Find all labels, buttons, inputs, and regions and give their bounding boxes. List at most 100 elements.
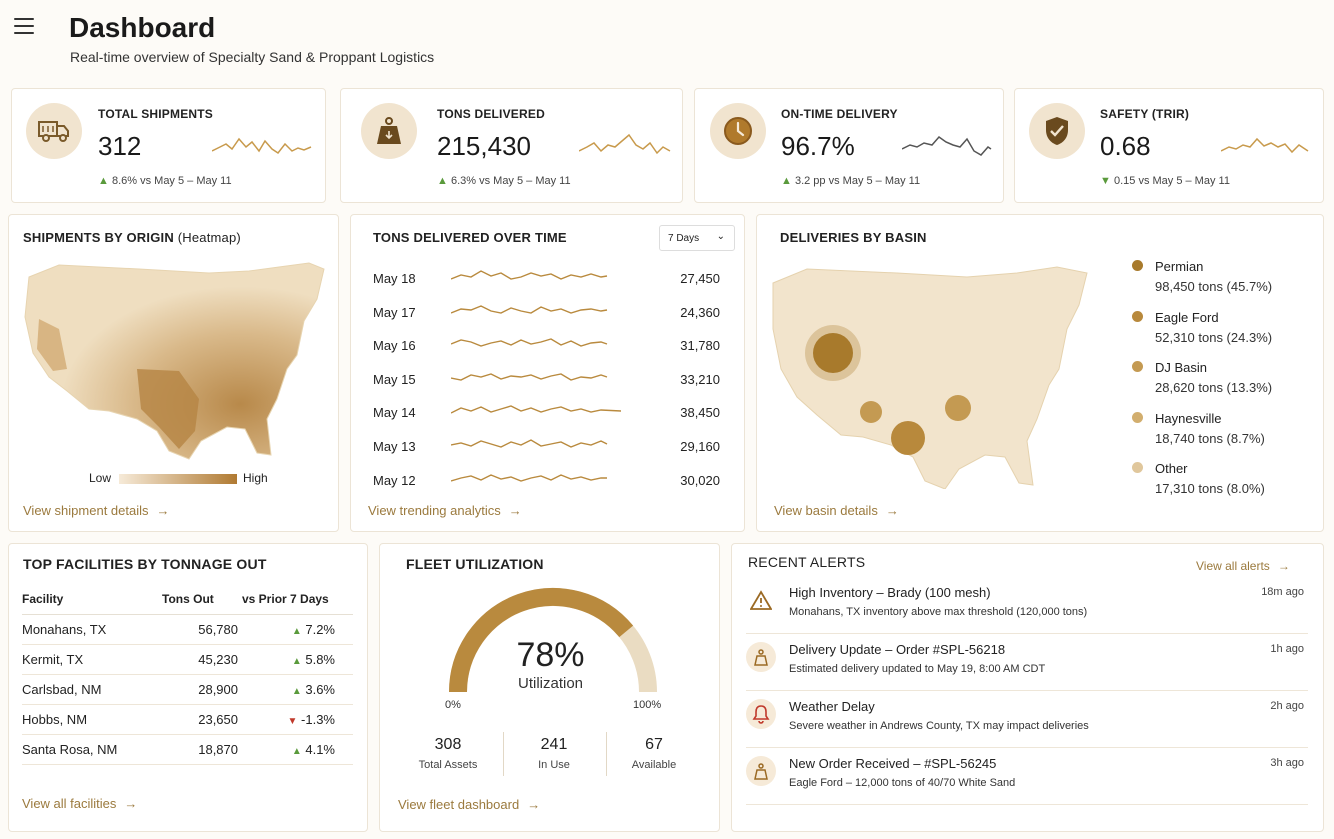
facility-name: Santa Rosa, NM: [22, 734, 162, 765]
alert-description: Monahans, TX inventory above max thresho…: [789, 606, 1088, 618]
view-trending-analytics-link[interactable]: View trending analytics →: [368, 503, 522, 518]
alert-description: Estimated delivery updated to May 19, 8:…: [789, 663, 1046, 675]
kpi-value: 96.7%: [781, 131, 855, 161]
kpi-delta: ▲ 6.3% vs May 5 – May 11: [437, 175, 571, 187]
gauge-min-label: 0%: [445, 699, 461, 711]
alert-time: 3h ago: [1270, 757, 1304, 769]
deliveries-by-basin-panel: DELIVERIES BY BASIN Permian 98,450 tons (…: [756, 214, 1324, 532]
hamburger-menu-icon[interactable]: [14, 18, 34, 39]
tons-row: May 18 27,450: [351, 270, 746, 291]
column-header: vs Prior 7 Days: [242, 584, 353, 615]
change-value: 5.8%: [305, 651, 335, 667]
basin-value: 18,740 tons (8.7%): [1155, 430, 1265, 446]
alert-description: Eagle Ford – 12,000 tons of 40/70 White …: [789, 777, 1016, 789]
tons-row: May 16 31,780: [351, 338, 746, 358]
row-value: 38,450: [680, 405, 720, 421]
alert-time: 2h ago: [1270, 700, 1304, 712]
arrow-right-icon: →: [156, 503, 170, 518]
weight-icon: [746, 756, 776, 786]
row-date: May 18: [373, 271, 416, 286]
facility-tons: 56,780: [162, 614, 242, 645]
kpi-value: 0.68: [1100, 131, 1151, 161]
basin-name: Haynesville: [1155, 410, 1222, 426]
facilities-table: Facility Tons Out vs Prior 7 Days Monaha…: [22, 584, 353, 765]
basin-name: DJ Basin: [1155, 360, 1208, 375]
sparkline: [212, 137, 312, 155]
kpi-value: 215,430: [437, 131, 531, 161]
basin-bubble-eagle-ford: [891, 421, 925, 455]
facility-tons: 18,870: [162, 734, 242, 765]
up-arrow-icon: ▲: [437, 175, 448, 187]
view-basin-details-link[interactable]: View basin details →: [774, 503, 899, 518]
row-value: 30,020: [680, 472, 720, 488]
section-title: TOP FACILITIES BY TONNAGE OUT: [23, 556, 267, 572]
view-shipment-details-link[interactable]: View shipment details →: [23, 503, 170, 518]
tons-row: May 14 38,450: [351, 405, 746, 425]
up-arrow-icon: ▲: [291, 745, 302, 757]
alert-item[interactable]: Delivery Update – Order #SPL-56218 Estima…: [746, 634, 1308, 691]
row-value: 24,360: [680, 304, 720, 320]
up-arrow-icon: ▲: [291, 655, 302, 667]
facility-tons: 23,650: [162, 704, 242, 735]
gauge-max-label: 100%: [633, 699, 662, 711]
basin-bubble-haynesville: [945, 395, 971, 421]
tons-row: May 12 30,020: [351, 473, 746, 493]
row-sparkline: [451, 304, 608, 314]
down-arrow-icon: ▼: [1100, 175, 1111, 187]
alert-item[interactable]: New Order Received – #SPL-56245 Eagle For…: [746, 748, 1308, 805]
arrow-right-icon: →: [527, 797, 541, 812]
row-sparkline: [451, 473, 607, 482]
kpi-label: TONS DELIVERED: [437, 107, 545, 121]
legend-dot-icon: [1132, 411, 1143, 423]
facility-name: Monahans, TX: [22, 614, 162, 645]
alert-item[interactable]: High Inventory – Brady (100 mesh) Monahan…: [746, 577, 1308, 634]
legend-dot-icon: [1132, 361, 1143, 372]
basin-value: 52,310 tons (24.3%): [1155, 329, 1273, 345]
table-row[interactable]: Carlsbad, NM 28,900 ▲ 3.6%: [22, 674, 353, 705]
row-date: May 14: [373, 405, 416, 421]
alert-title: New Order Received – #SPL-56245: [789, 756, 997, 771]
sparkline: [902, 135, 992, 156]
section-title: TONS DELIVERED OVER TIME: [373, 230, 567, 245]
tons-row: May 13 29,160: [351, 439, 746, 459]
legend-gradient-bar: [119, 474, 237, 484]
shield-check-icon: [1029, 103, 1085, 159]
arrow-right-icon: →: [885, 503, 899, 518]
facility-tons: 28,900: [162, 674, 242, 705]
basin-name: Permian: [1155, 259, 1204, 274]
tons-row: May 17 24,360: [351, 305, 746, 325]
basin-value: 17,310 tons (8.0%): [1155, 481, 1265, 496]
section-title: DELIVERIES BY BASIN: [780, 230, 927, 245]
change-value: 7.2%: [305, 621, 335, 637]
table-row[interactable]: Santa Rosa, NM 18,870 ▲ 4.1%: [22, 734, 353, 765]
facility-change: ▲ 5.8%: [242, 644, 353, 675]
table-row[interactable]: Hobbs, NM 23,650 ▼ -1.3%: [22, 704, 353, 735]
table-row[interactable]: Kermit, TX 45,230 ▲ 5.8%: [22, 644, 353, 675]
facility-name: Carlsbad, NM: [22, 674, 162, 705]
view-all-facilities-link[interactable]: View all facilities →: [22, 796, 138, 811]
change-value: 3.6%: [305, 681, 335, 697]
clock-icon: [710, 103, 766, 159]
row-date: May 16: [373, 338, 416, 354]
range-select-dropdown[interactable]: 7 Days ⌄: [659, 225, 735, 251]
view-fleet-dashboard-link[interactable]: View fleet dashboard →: [398, 797, 541, 812]
up-arrow-icon: ▲: [98, 175, 109, 187]
kpi-card-on-time-delivery: ON-TIME DELIVERY 96.7% ▲ 3.2 pp vs May 5…: [694, 88, 1004, 203]
row-date: May 17: [373, 304, 416, 320]
table-row[interactable]: Monahans, TX 56,780 ▲ 7.2%: [22, 614, 353, 645]
view-all-alerts-link[interactable]: View all alerts →: [1196, 559, 1290, 573]
facility-name: Hobbs, NM: [22, 704, 162, 735]
row-sparkline: [451, 405, 622, 415]
weight-icon: [361, 103, 417, 159]
legend-dot-icon: [1132, 310, 1143, 322]
us-heatmap: [24, 262, 325, 460]
facility-tons: 45,230: [162, 644, 242, 675]
row-sparkline: [451, 338, 608, 347]
kpi-label: SAFETY (TRIR): [1100, 107, 1190, 121]
kpi-delta: ▼ 0.15 vs May 5 – May 11: [1100, 175, 1230, 187]
legend-dot-icon: [1132, 260, 1143, 271]
up-arrow-icon: ▲: [781, 175, 792, 187]
legend-low-label: Low: [89, 471, 112, 485]
change-value: -1.3%: [301, 711, 335, 727]
alert-item[interactable]: Weather Delay Severe weather in Andrews C…: [746, 691, 1308, 748]
